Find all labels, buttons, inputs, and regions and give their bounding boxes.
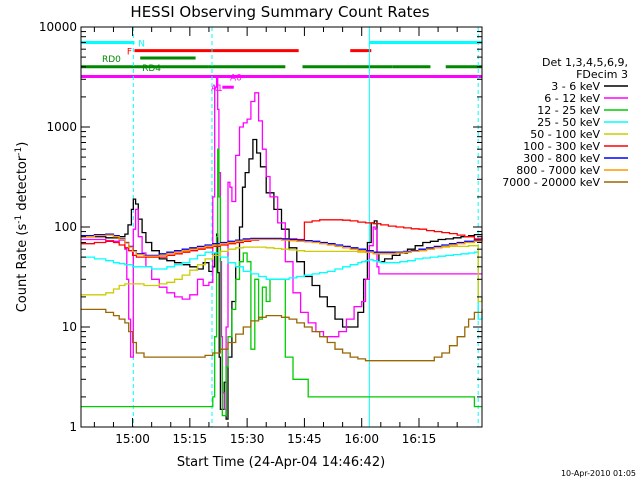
chart-title: HESSI Observing Summary Count Rates xyxy=(130,3,429,21)
legend-entry-label: 50 - 100 keV xyxy=(530,128,600,141)
y-tick-label: 1 xyxy=(69,420,77,434)
footer-timestamp: 10-Apr-2010 01:05 xyxy=(561,469,636,478)
legend-header-line2: FDecim 3 xyxy=(576,68,628,81)
y-axis-label: Count Rate (s-1 detector-1) xyxy=(14,142,30,313)
legend-header-line1: Det 1,3,4,5,6,9, xyxy=(542,56,628,69)
y-axis-label-end: ) xyxy=(15,142,30,147)
flag-label: N xyxy=(138,39,145,49)
flag-label: RD4 xyxy=(142,64,161,74)
y-axis-label-exp2: -1 xyxy=(14,147,24,156)
series-line xyxy=(81,308,483,362)
legend-entry-label: 3 - 6 keV xyxy=(551,80,600,93)
x-tick-label: 15:45 xyxy=(287,432,322,446)
time-markers xyxy=(80,27,479,427)
flag-label: RD0 xyxy=(102,55,121,65)
y-tick-label: 10000 xyxy=(39,20,77,34)
y-tick-label: 10 xyxy=(62,320,77,334)
y-axis-label-exp1: -1 xyxy=(14,215,24,224)
legend-entry-label: 6 - 12 keV xyxy=(544,92,600,105)
axes: 1 10 100 1000 10000 15:00 15:15 15:30 15:45 16:00… xyxy=(39,20,482,446)
x-tick-label: 16:15 xyxy=(402,432,437,446)
legend-entry-label: 300 - 800 keV xyxy=(523,152,600,165)
y-axis-label-mid: detector xyxy=(15,155,30,215)
x-tick-label: 15:30 xyxy=(230,432,265,446)
x-tick-label: 15:15 xyxy=(173,432,208,446)
legend-entry-label: 100 - 300 keV xyxy=(523,140,600,153)
legend-entry-label: 7000 - 20000 keV xyxy=(502,176,600,189)
x-tick-label: 15:00 xyxy=(115,432,150,446)
series-line xyxy=(81,233,483,257)
y-tick-label: 1000 xyxy=(46,120,77,134)
x-tick-label: 16:00 xyxy=(344,432,379,446)
legend-entry-label: 800 - 7000 keV xyxy=(516,164,600,177)
legend-entry-label: 12 - 25 keV xyxy=(537,104,600,117)
series-lines xyxy=(81,75,483,420)
y-axis-label-main: Count Rate (s xyxy=(15,224,30,313)
legend-entry-label: 25 - 50 keV xyxy=(537,116,600,129)
series-line xyxy=(81,148,482,417)
y-tick-label: 100 xyxy=(54,220,77,234)
series-line xyxy=(81,75,482,411)
series-line xyxy=(81,251,483,320)
flag-label: F xyxy=(127,48,132,58)
x-axis-label: Start Time (24-Apr-04 14:46:42) xyxy=(177,455,385,470)
series-line xyxy=(81,138,483,420)
series-line xyxy=(81,234,483,257)
flag-label: A0 xyxy=(230,73,242,83)
flag-label: A1 xyxy=(211,84,223,94)
observing-flags: NF RD0 RD4 A0 A1 xyxy=(81,39,482,94)
